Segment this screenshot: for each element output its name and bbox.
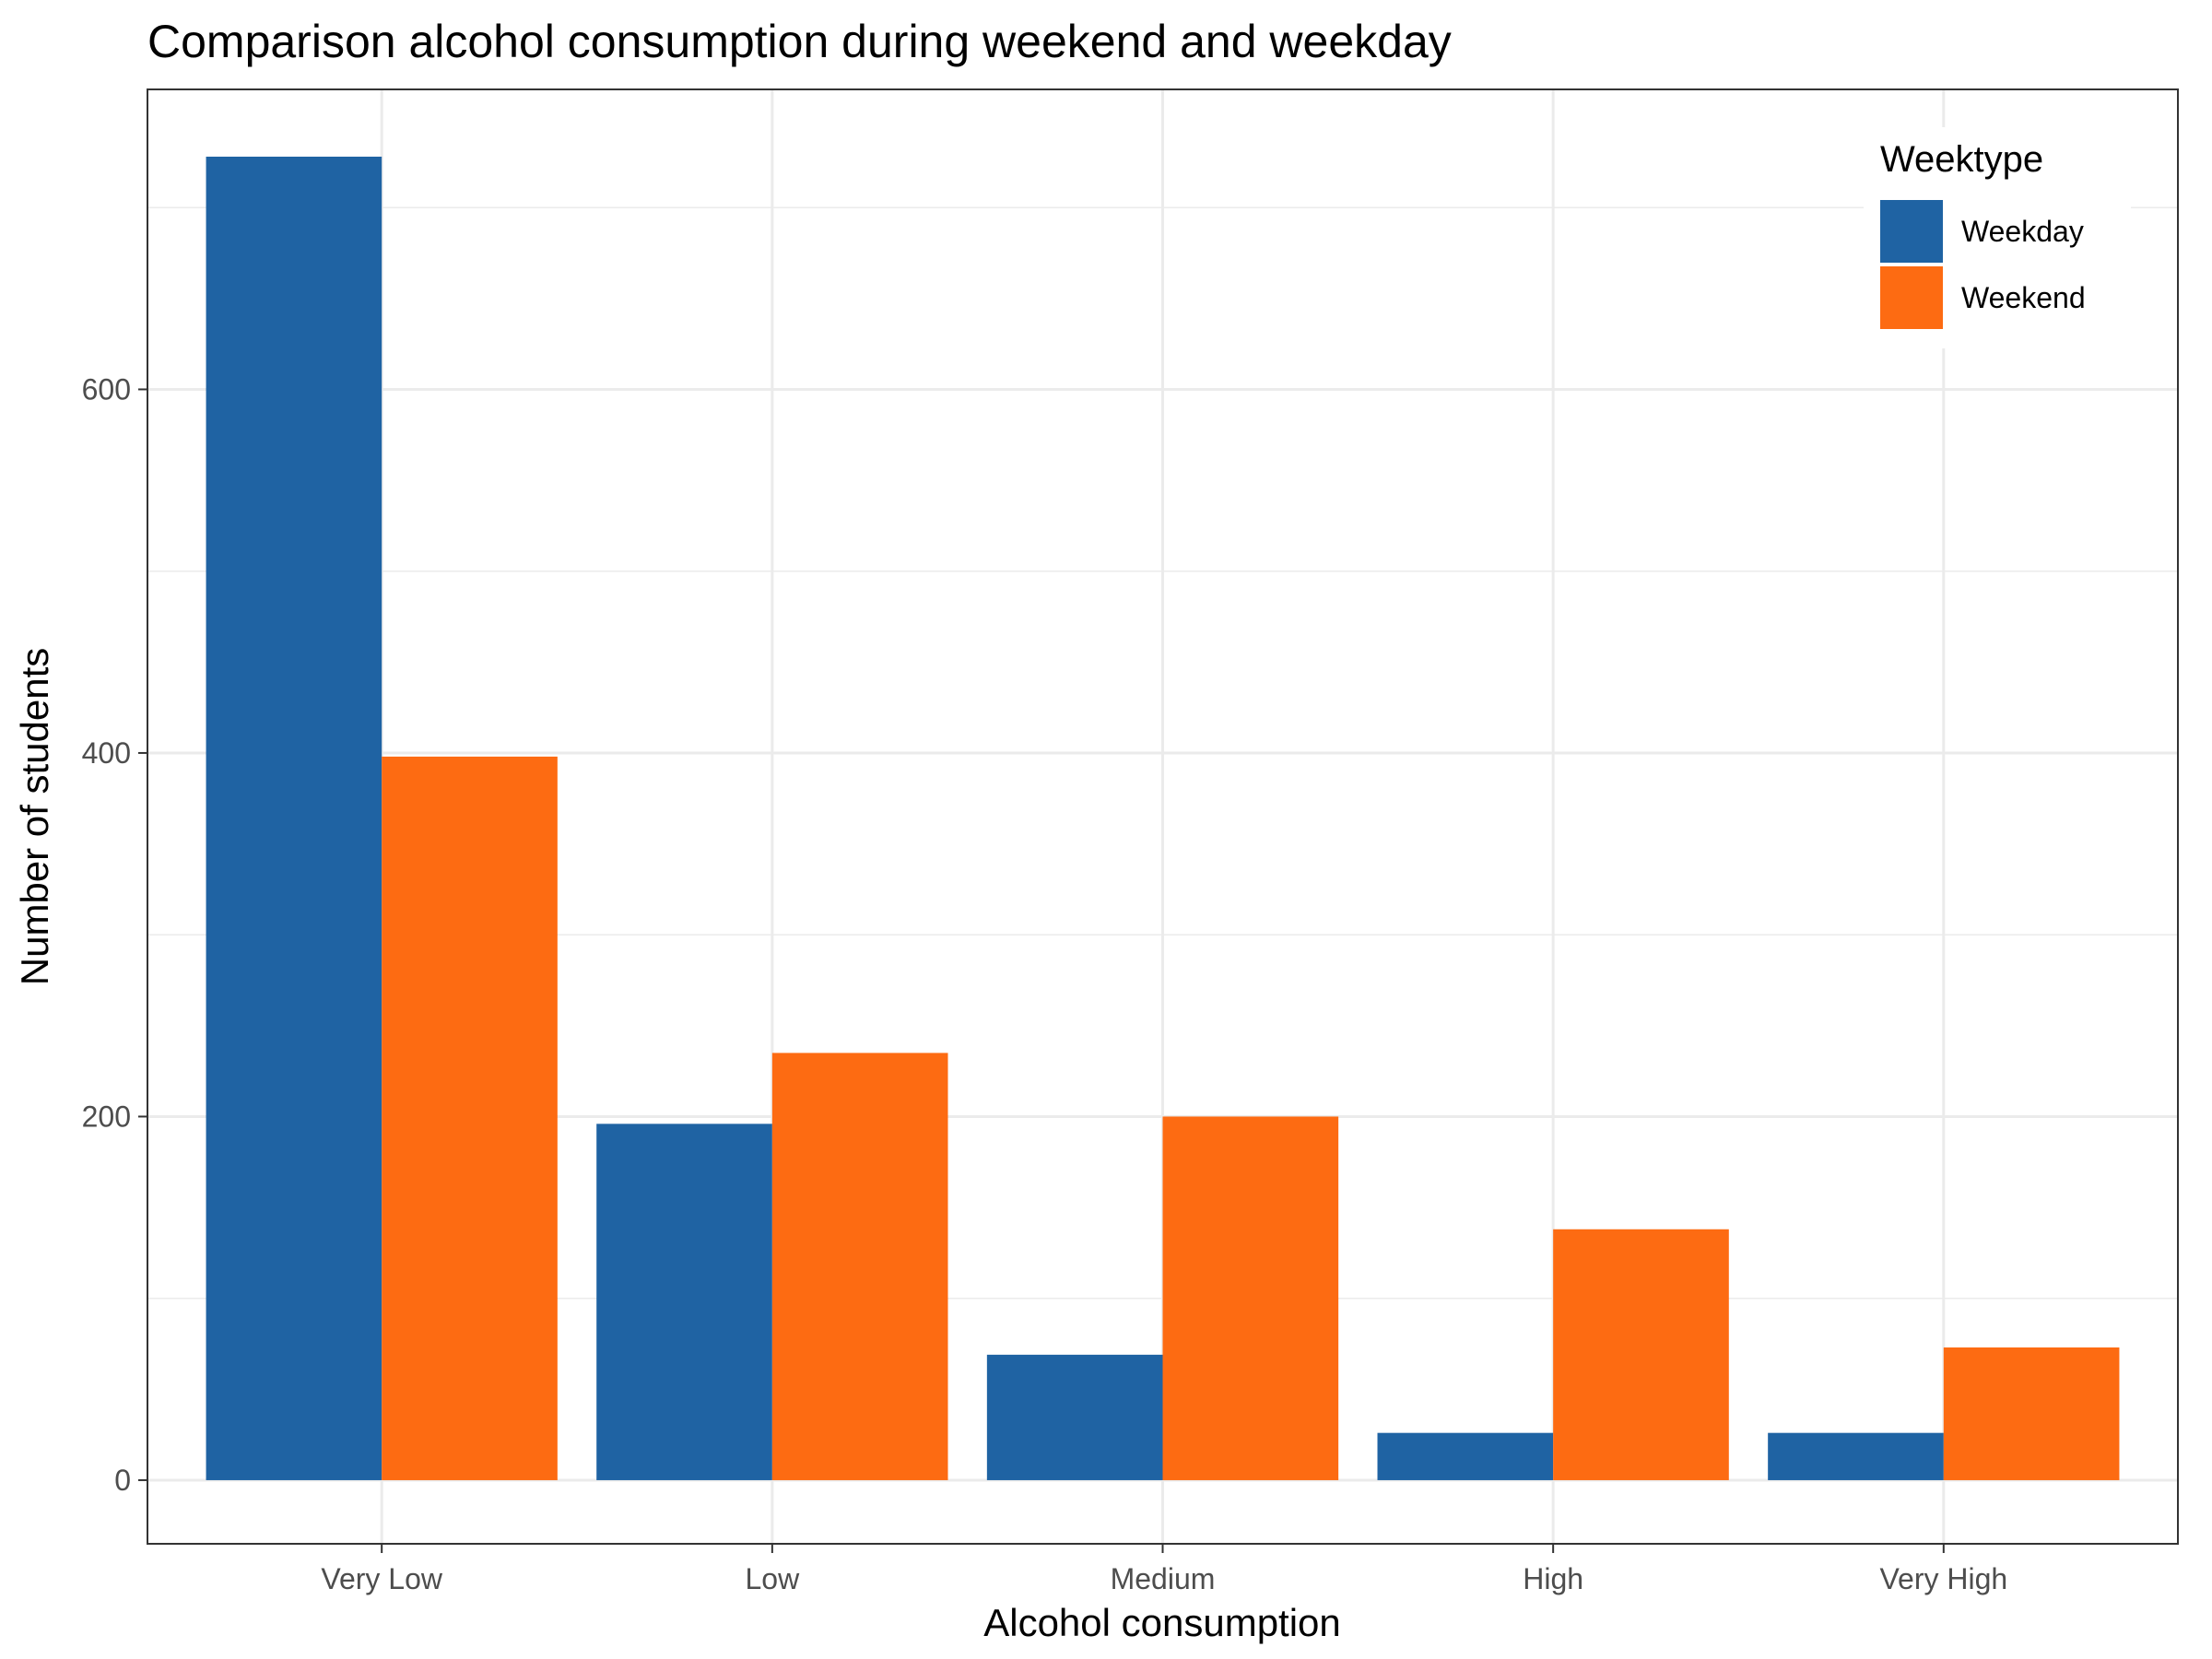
y-tick-label: 600	[82, 372, 131, 406]
legend-key-weekend	[1880, 266, 1943, 329]
y-tick-label: 400	[82, 736, 131, 770]
bars	[206, 156, 2120, 1480]
x-tick-label: Very High	[1879, 1562, 2007, 1595]
legend-title: Weektype	[1880, 139, 2043, 180]
y-axis-title: Number of students	[13, 648, 56, 986]
x-tick-label: Very Low	[321, 1562, 443, 1595]
legend-label-weekend: Weekend	[1961, 281, 2086, 314]
x-tick-label: Low	[745, 1562, 800, 1595]
bar-weekend-high	[1553, 1229, 1729, 1480]
bar-weekday-very-high	[1768, 1432, 1944, 1480]
y-tick-label: 200	[82, 1100, 131, 1133]
legend-key-weekday	[1880, 200, 1943, 263]
bar-weekend-medium	[1162, 1116, 1339, 1480]
bar-weekday-medium	[986, 1354, 1163, 1480]
bar-weekend-low	[771, 1053, 948, 1480]
legend: Weektype Weekday Weekend	[1864, 127, 2131, 348]
bar-weekend-very-low	[382, 756, 558, 1480]
legend-label-weekday: Weekday	[1961, 215, 2084, 248]
x-tick-label: Medium	[1111, 1562, 1216, 1595]
x-axis-title: Alcohol consumption	[983, 1601, 1341, 1644]
axis-ticks: 0 200 400 600 Very Low Low Medium High Very High	[82, 372, 2008, 1595]
bar-weekday-low	[596, 1124, 772, 1480]
x-tick-label: High	[1523, 1562, 1583, 1595]
y-tick-label: 0	[114, 1464, 131, 1497]
bar-weekend-very-high	[1943, 1347, 2120, 1480]
chart-title: Comparison alcohol consumption during we…	[147, 16, 1452, 67]
bar-weekday-high	[1377, 1432, 1554, 1480]
bar-weekday-very-low	[206, 156, 382, 1480]
